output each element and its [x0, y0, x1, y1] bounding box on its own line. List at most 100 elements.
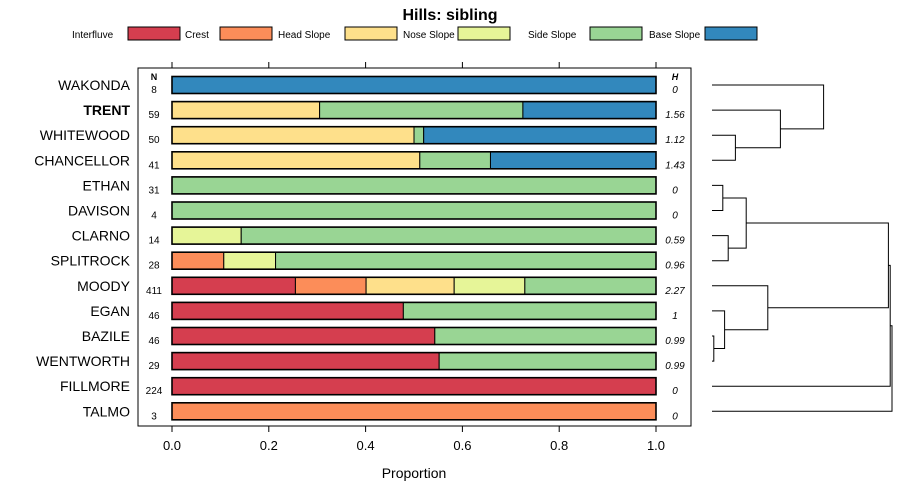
row-n-11: 29 [148, 361, 160, 372]
row-n-3: 41 [148, 160, 160, 171]
bar-segment-1-4 [319, 101, 524, 120]
bar-segment-2-4 [413, 126, 425, 145]
dendrogram-link-0 [712, 184, 724, 211]
row-h-11: 0.99 [665, 361, 685, 372]
x-tick-label-5: 1.0 [647, 438, 665, 453]
x-axis: 0.0 0.2 0.4 0.6 0.8 1.0 [163, 62, 665, 453]
row-h-3: 1.43 [665, 160, 685, 171]
legend-swatch-2 [344, 26, 398, 41]
bar-outline-13 [171, 401, 657, 421]
bar-segment-10-4 [434, 327, 657, 345]
x-axis-label: Proportion [382, 465, 447, 481]
dendrogram-link-7 [712, 285, 769, 331]
bar-segment-5-4 [171, 201, 657, 220]
bar-segment-8-0 [171, 276, 296, 295]
bar-segment-7-4 [275, 251, 657, 270]
bar-outline-7 [171, 251, 657, 270]
bar-outline-9 [171, 301, 657, 321]
bar-outline-12 [171, 376, 657, 396]
bar-outline-0 [171, 75, 657, 95]
legend-swatch-1 [219, 26, 273, 41]
x-tick-label-1: 0.2 [260, 438, 278, 453]
row-n-4: 31 [148, 185, 160, 196]
bar-segment-13-1 [171, 402, 657, 421]
legend-swatch-0 [127, 26, 181, 41]
legend: Interfluve Crest Head Slope Nose Slope Side … [72, 26, 758, 41]
dendrogram [712, 84, 893, 412]
row-label-10: BAZILE [82, 328, 130, 344]
bar-segment-3-2 [171, 151, 421, 170]
bar-segment-11-0 [171, 352, 440, 371]
bar-segment-4-4 [171, 176, 657, 195]
row-h-12: 0 [672, 386, 678, 397]
bar-segment-6-3 [171, 226, 242, 245]
row-h-2: 1.12 [665, 135, 685, 146]
bar-outline-6 [171, 226, 657, 245]
row-label-11: WENTWORTH [36, 353, 130, 369]
bar-outline-5 [171, 201, 657, 220]
row-n-12: 224 [146, 386, 163, 397]
row-label-3: CHANCELLOR [34, 152, 130, 168]
row-h-13: 0 [672, 411, 678, 422]
bar-outline-3 [171, 151, 657, 170]
row-h-0: 0 [672, 85, 678, 96]
x-tick-label-3: 0.6 [453, 438, 471, 453]
bar-outline-4 [171, 176, 657, 195]
row-n-6: 14 [148, 236, 160, 247]
row-h-9: 1 [672, 311, 678, 322]
dendrogram-link-10 [712, 264, 891, 387]
bar-segment-12-0 [171, 377, 657, 396]
row-label-8: MOODY [77, 278, 131, 294]
dendrogram-link-1 [712, 335, 715, 362]
row-label-13: TALMO [83, 403, 130, 419]
chart-title: Hills: sibling [402, 7, 497, 24]
h-column-header: H [672, 72, 679, 82]
legend-label-5: Base Slope [649, 30, 701, 41]
n-column-header: N [151, 72, 158, 82]
row-n-5: 4 [151, 211, 157, 222]
dendrogram-link-8 [712, 84, 825, 130]
row-h-4: 0 [672, 185, 678, 196]
row-h-5: 0 [672, 211, 678, 222]
row-label-2: WHITEWOOD [40, 127, 130, 143]
row-n-1: 59 [148, 110, 160, 121]
bar-segment-8-2 [365, 276, 455, 295]
bar-segment-6-4 [240, 226, 657, 245]
row-n-2: 50 [148, 135, 160, 146]
bar-outline-11 [171, 351, 657, 371]
row-h-1: 1.56 [665, 110, 685, 121]
legend-label-3: Nose Slope [403, 30, 455, 41]
bar-outline-2 [171, 125, 657, 145]
bar-segment-9-4 [402, 301, 657, 320]
bar-segment-0-5 [171, 76, 657, 94]
dendrogram-link-4 [712, 134, 736, 161]
bar-segment-10-0 [171, 327, 436, 345]
bar-segment-3-4 [419, 151, 491, 170]
bar-segment-2-2 [171, 126, 415, 145]
row-h-6: 0.59 [665, 236, 685, 247]
bar-segment-3-5 [489, 151, 657, 170]
row-label-6: CLARNO [72, 228, 130, 244]
row-h-10: 0.99 [665, 336, 685, 347]
row-label-5: DAVISON [68, 203, 130, 219]
row-label-4: ETHAN [83, 177, 130, 193]
row-n-8: 411 [146, 286, 162, 297]
legend-label-2: Head Slope [278, 30, 331, 41]
row-n-7: 28 [148, 261, 160, 272]
legend-swatch-3 [457, 26, 511, 41]
bar-segment-1-2 [171, 101, 321, 120]
bar-segment-8-1 [294, 276, 367, 295]
bar-outline-1 [171, 100, 657, 120]
row-label-9: EGAN [90, 303, 130, 319]
bar-outline-8 [171, 276, 657, 296]
bar-segment-11-4 [438, 352, 657, 371]
row-h-8: 2.27 [664, 286, 685, 297]
dendrogram-link-6 [712, 109, 781, 149]
row-n-10: 46 [148, 336, 160, 347]
bar-segment-7-3 [223, 251, 277, 270]
legend-swatch-5 [704, 26, 758, 41]
dendrogram-link-5 [722, 197, 747, 249]
bar-rows: WAKONDA 8 0 TRENT 59 1.56 WHITEWOOD 50 1.12 CHANC… [34, 75, 685, 422]
x-tick-label-2: 0.4 [357, 438, 375, 453]
